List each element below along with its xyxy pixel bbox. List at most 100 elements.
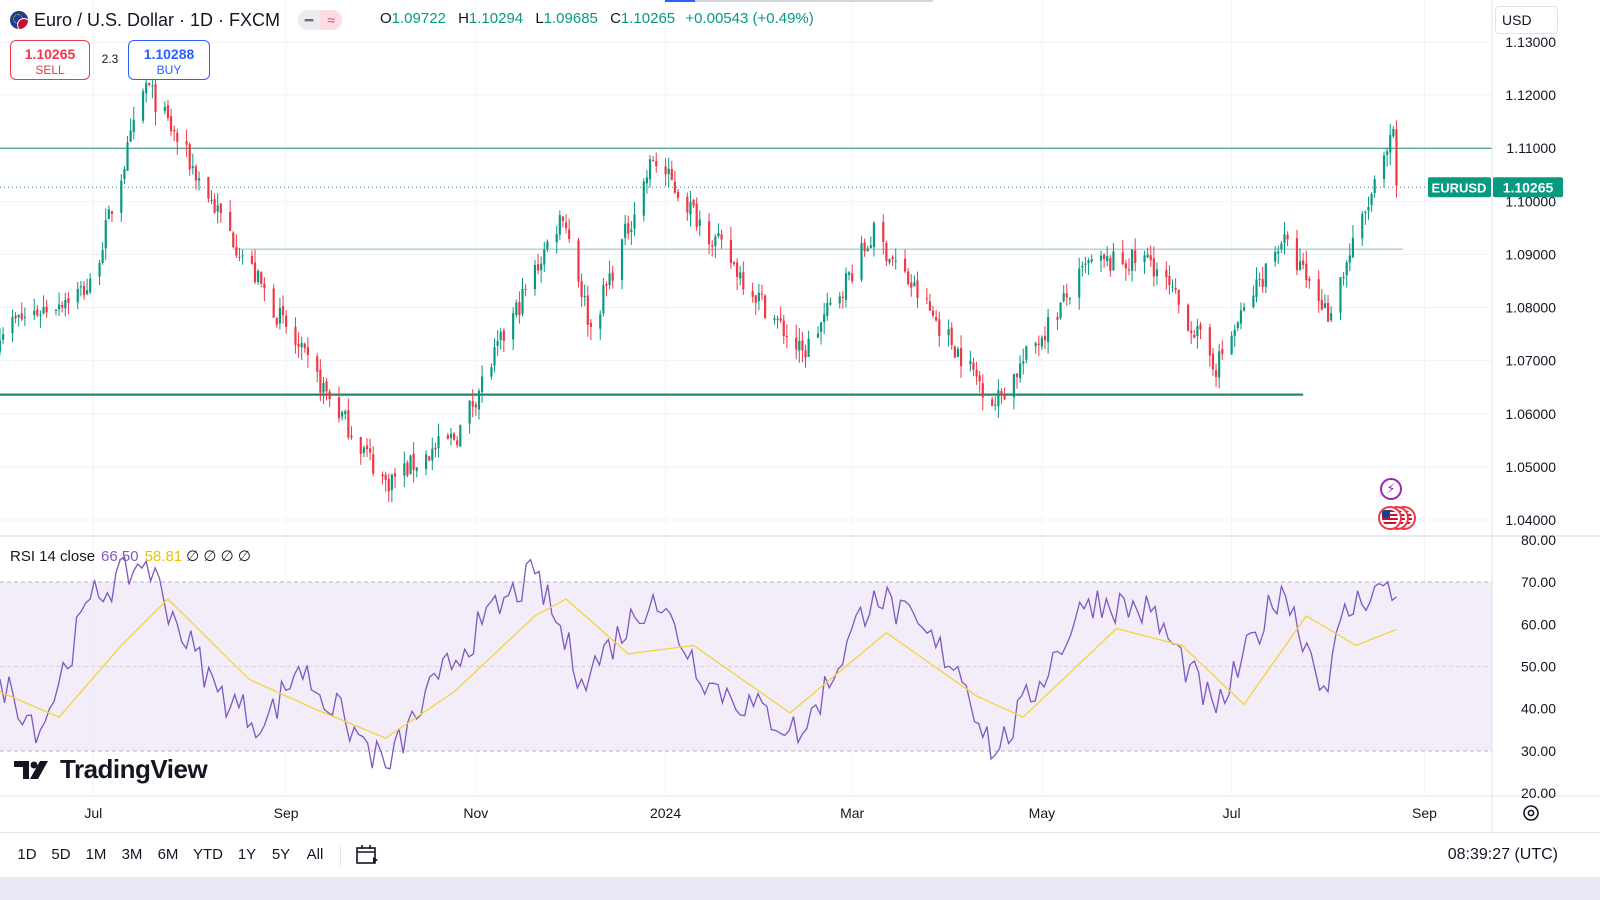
last-price-tag: EURUSD 1.10265 — [1428, 177, 1563, 198]
candle-body — [698, 219, 701, 226]
candle-body — [785, 335, 788, 338]
rsi-legend[interactable]: RSI 14 close 66.50 58.81 ∅ ∅ ∅ ∅ — [10, 547, 251, 565]
rsi-na-values: ∅ ∅ ∅ ∅ — [186, 548, 251, 565]
symbol-header[interactable]: Euro / U.S. Dollar · 1D · FXCM ━ ≈ — [10, 8, 343, 32]
tf-6m-button[interactable]: 6M — [157, 846, 179, 863]
tf-1d-button[interactable]: 1D — [17, 846, 37, 863]
open-value: 1.09722 — [391, 10, 446, 27]
candle-body — [1143, 255, 1146, 263]
tradingview-logo[interactable]: TradingView — [14, 754, 208, 785]
candle-body — [362, 447, 365, 453]
gear-icon[interactable] — [1520, 802, 1542, 824]
tf-5d-button[interactable]: 5D — [51, 846, 71, 863]
close-label: C — [610, 10, 621, 27]
tf-1m-button[interactable]: 1M — [85, 846, 107, 863]
candle-body — [972, 362, 975, 370]
candle-body — [564, 222, 568, 228]
candle-body — [882, 221, 885, 242]
utc-clock[interactable]: 08:39:27 (UTC) — [1447, 846, 1558, 863]
candle-body — [493, 347, 496, 366]
candle-body — [406, 462, 409, 476]
us-flag-event-icon[interactable] — [1378, 506, 1402, 530]
lightning-icon[interactable]: ⚡ — [1380, 478, 1402, 500]
indicator-toggle-pill[interactable]: ━ ≈ — [298, 10, 343, 30]
candle-body — [872, 222, 876, 247]
candle-body — [1330, 313, 1333, 321]
candle-body — [798, 340, 801, 351]
candle-body — [17, 315, 20, 318]
symbol-title[interactable]: Euro / U.S. Dollar · 1D · FXCM — [34, 9, 281, 30]
candle-body — [1190, 330, 1193, 334]
candle-body — [645, 177, 648, 184]
tf-all-button[interactable]: All — [306, 846, 324, 863]
candle-body — [605, 284, 608, 286]
eye-minus-icon[interactable]: ━ — [304, 12, 314, 28]
candle-body — [1034, 343, 1037, 347]
candle-body — [708, 221, 711, 245]
candle-body — [431, 448, 434, 461]
candle-body — [58, 304, 61, 310]
candle-body — [1382, 155, 1386, 180]
candle-body — [260, 272, 263, 284]
toolbar-divider — [340, 845, 341, 867]
buy-price: 1.10288 — [143, 46, 195, 62]
candle-body — [978, 375, 981, 382]
price-tick-label: 1.04000 — [1505, 512, 1556, 528]
change-value: +0.00543 (+0.49%) — [685, 10, 814, 27]
time-tick-label: Jul — [1223, 805, 1241, 821]
eur-usd-flag-icon — [10, 11, 28, 29]
candle-body — [589, 322, 593, 327]
spread-value: 2.3 — [101, 52, 119, 66]
candle-body — [1221, 349, 1224, 354]
candle-body — [409, 455, 412, 474]
candle-body — [104, 220, 107, 249]
tf-1y-button[interactable]: 1Y — [237, 846, 257, 863]
candle-body — [278, 308, 282, 324]
candle-body — [739, 272, 742, 279]
candle-body — [207, 177, 210, 199]
price-tick-label: 1.06000 — [1505, 406, 1556, 422]
candle-body — [1168, 276, 1171, 286]
rsi-tick-label: 50.00 — [1521, 659, 1556, 675]
candle-body — [801, 340, 804, 351]
candle-body — [515, 302, 518, 316]
candle-body — [1283, 234, 1286, 244]
tf-5y-button[interactable]: 5Y — [271, 846, 291, 863]
candle-body — [272, 288, 275, 318]
calendar-range-icon[interactable] — [355, 843, 379, 867]
tf-ytd-button[interactable]: YTD — [193, 846, 223, 863]
price-grid — [0, 0, 1492, 536]
rsi-band — [0, 582, 1492, 751]
candle-body — [686, 196, 689, 213]
candle-body — [975, 369, 978, 377]
candle-body — [1317, 279, 1320, 301]
rsi-tick-label: 40.00 — [1521, 701, 1556, 717]
candle-body — [101, 249, 104, 263]
candle-body — [611, 272, 614, 281]
sell-button[interactable]: 1.10265 SELL — [10, 40, 90, 80]
buy-button[interactable]: 1.10288 BUY — [128, 40, 210, 80]
economic-events[interactable] — [1378, 506, 1428, 532]
currency-select[interactable]: USD — [1495, 6, 1558, 34]
candle-body — [480, 376, 484, 392]
candle-body — [910, 282, 913, 288]
candle-body — [851, 273, 854, 282]
candle-body — [1121, 252, 1124, 265]
candle-body — [1326, 302, 1330, 322]
candle-body — [1149, 255, 1152, 261]
candle-body — [536, 264, 540, 271]
candle-body — [1345, 262, 1348, 276]
wave-icon[interactable]: ≈ — [320, 10, 343, 30]
candle-body — [67, 298, 70, 303]
candle-body — [1298, 261, 1302, 270]
tf-3m-button[interactable]: 3M — [121, 846, 143, 863]
candle-body — [216, 205, 219, 212]
candle-body — [925, 298, 928, 300]
candle-body — [1043, 335, 1047, 341]
candle-body — [387, 478, 390, 492]
candle-body — [191, 166, 194, 169]
candle-body — [1264, 263, 1267, 287]
candle-body — [1106, 256, 1109, 262]
candle-body — [325, 381, 328, 392]
